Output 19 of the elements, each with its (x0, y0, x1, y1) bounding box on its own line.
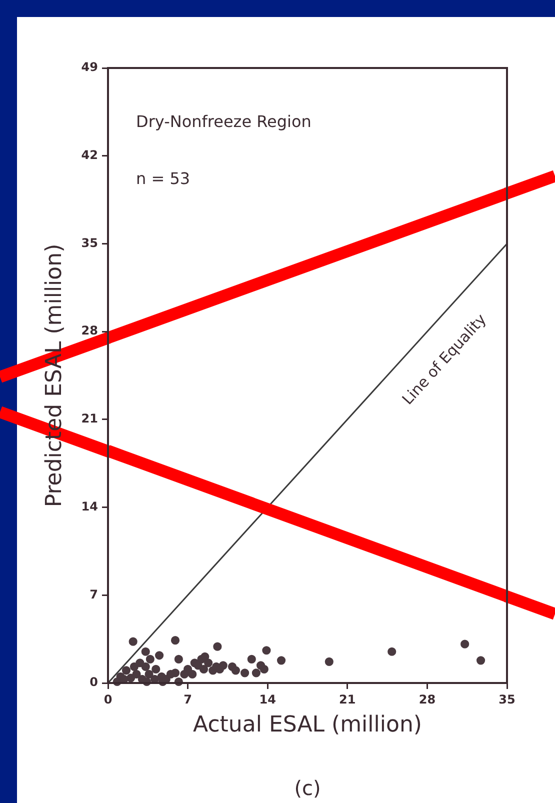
y-axis-title: Predicted ESAL (million) (42, 244, 67, 508)
x-tick-label: 14 (259, 692, 276, 706)
y-tick-label: 49 (81, 60, 98, 74)
x-axis-title: Actual ESAL (million) (193, 712, 422, 738)
x-tick-label: 0 (104, 692, 112, 706)
x-tick-label: 21 (339, 692, 356, 706)
y-tick-label: 28 (81, 324, 98, 338)
y-tick-label: 14 (81, 499, 98, 514)
y-tick-label: 0 (90, 675, 98, 690)
y-tick-label: 7 (90, 587, 98, 602)
annotation: Dry-Nonfreeze Region (136, 112, 312, 132)
text: (c) (294, 776, 321, 800)
y-tick-label: 42 (81, 148, 98, 162)
y-tick-label: 35 (81, 236, 98, 250)
x-tick-label: 28 (418, 692, 436, 706)
x-tick-label: 7 (184, 692, 192, 706)
annotation: n = 53 (136, 169, 190, 188)
x-tick-label: 35 (498, 692, 516, 706)
y-tick-label: 21 (81, 412, 98, 426)
